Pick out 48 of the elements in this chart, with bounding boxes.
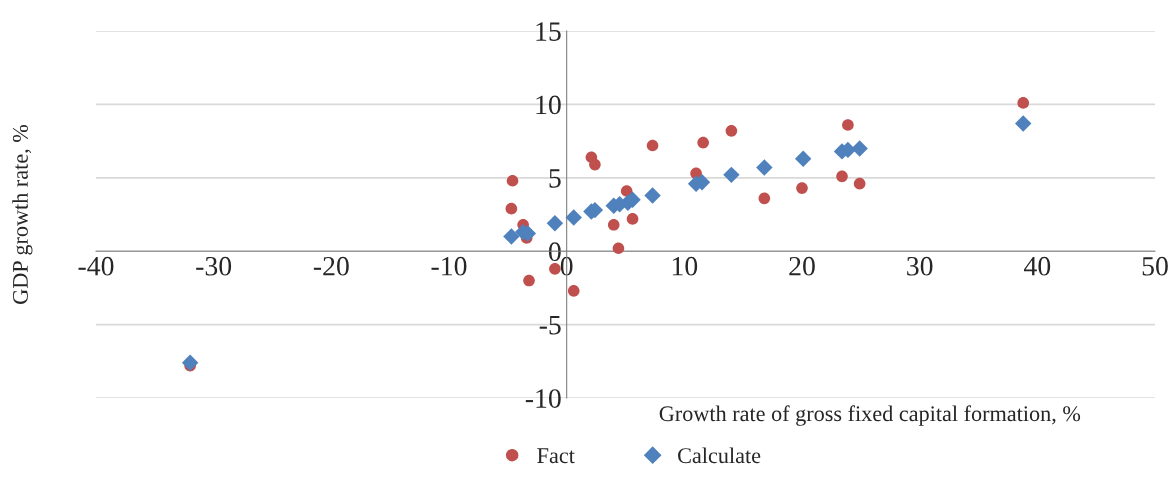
point — [612, 242, 625, 255]
point — [503, 228, 520, 245]
y-tick-label: -10 — [525, 389, 561, 408]
point — [567, 285, 580, 297]
x-tick-label: -20 — [313, 256, 349, 276]
point — [796, 182, 808, 194]
point — [697, 136, 709, 149]
point — [607, 218, 620, 231]
point — [181, 354, 199, 371]
y-tick-label: 15 — [536, 22, 561, 41]
point — [620, 185, 633, 197]
legend-label: Calculate — [678, 447, 761, 464]
point — [646, 139, 659, 152]
point — [549, 263, 561, 275]
point — [758, 192, 771, 205]
y-axis-title: GDP growth rate, % — [12, 124, 33, 304]
x-tick-label: -10 — [431, 256, 467, 276]
point — [756, 159, 773, 176]
y-tick-label: 0 — [548, 242, 561, 262]
point — [851, 140, 868, 157]
point — [505, 202, 518, 215]
point — [626, 213, 639, 225]
point — [836, 170, 848, 183]
point — [546, 215, 564, 232]
legend-label: Fact — [537, 448, 575, 464]
point — [725, 125, 738, 137]
point — [523, 274, 535, 287]
x-axis-title: Growth rate of gross fixed capital formation, % — [659, 405, 1081, 426]
x-tick-label: -30 — [196, 256, 232, 276]
x-tick-label: 50 — [1142, 256, 1168, 276]
point — [644, 187, 661, 204]
point — [589, 158, 601, 171]
y-tick-label: -5 — [539, 316, 561, 335]
y-tick-label: 10 — [536, 95, 561, 115]
x-tick-label: 20 — [789, 256, 815, 276]
point — [1015, 115, 1032, 132]
point — [853, 177, 866, 190]
point — [794, 150, 812, 167]
point — [842, 119, 854, 131]
y-tick-label: 5 — [549, 169, 561, 188]
x-tick-label: 40 — [1023, 256, 1051, 276]
x-tick-label: -40 — [78, 256, 114, 276]
x-tick-label: 10 — [672, 256, 698, 276]
point — [723, 166, 740, 184]
point — [1017, 97, 1030, 109]
point — [506, 174, 519, 187]
point — [565, 209, 582, 226]
x-tick-label: 30 — [907, 256, 933, 276]
